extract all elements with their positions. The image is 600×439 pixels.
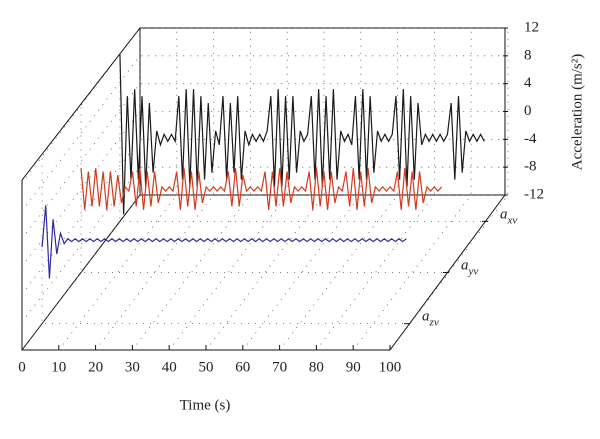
grid-line: [352, 28, 472, 351]
series-label-main: a: [500, 207, 508, 223]
y-tick-label: 8: [524, 47, 532, 63]
x-tick-label: 80: [309, 359, 324, 375]
series-label-sub: xv: [506, 214, 517, 226]
x-tick-label: 20: [88, 359, 103, 375]
grid-line: [21, 111, 508, 267]
x-tick-label: 50: [199, 359, 214, 375]
y-tick-label: -12: [524, 186, 544, 202]
x-tick-label: 0: [18, 359, 26, 375]
series-label: ayv: [461, 258, 478, 277]
signal-line: [41, 205, 407, 279]
series-label-sub: yv: [468, 265, 479, 277]
signal-line: [80, 168, 443, 210]
y-tick-label: 12: [524, 19, 539, 35]
grid-line: [21, 83, 508, 239]
series-label-main: a: [422, 309, 430, 325]
x-tick-label: 70: [272, 359, 287, 375]
x-axis-label: Time (s): [180, 397, 231, 413]
grid-line: [132, 28, 251, 351]
signal-line: [119, 54, 485, 215]
series-label: azv: [422, 309, 439, 328]
grid-line: [389, 28, 509, 351]
grid-line: [21, 166, 508, 323]
x-tick-label: 40: [162, 359, 177, 375]
grid-line: [58, 28, 178, 351]
series-label-main: a: [461, 258, 469, 274]
y-tick-label: -8: [524, 159, 537, 175]
y-tick-label: -4: [524, 131, 537, 147]
grid-line: [21, 138, 508, 295]
y-tick-label: 4: [524, 75, 532, 91]
x-tick-label: 100: [379, 359, 402, 375]
x-tick-label: 10: [51, 359, 66, 375]
x-tick-label: 30: [125, 359, 140, 375]
grid-line: [21, 28, 141, 351]
grid-line: [95, 28, 215, 351]
x-tick-label: 60: [235, 359, 250, 375]
series-label-sub: zv: [429, 316, 439, 328]
x-tick-label: 90: [346, 359, 361, 375]
grid-line: [168, 28, 288, 351]
y-tick-label: 0: [524, 103, 532, 119]
y-axis-label: Acceleration (m/s²): [569, 54, 585, 171]
grid-line: [21, 27, 508, 184]
series-label: axv: [500, 207, 517, 226]
